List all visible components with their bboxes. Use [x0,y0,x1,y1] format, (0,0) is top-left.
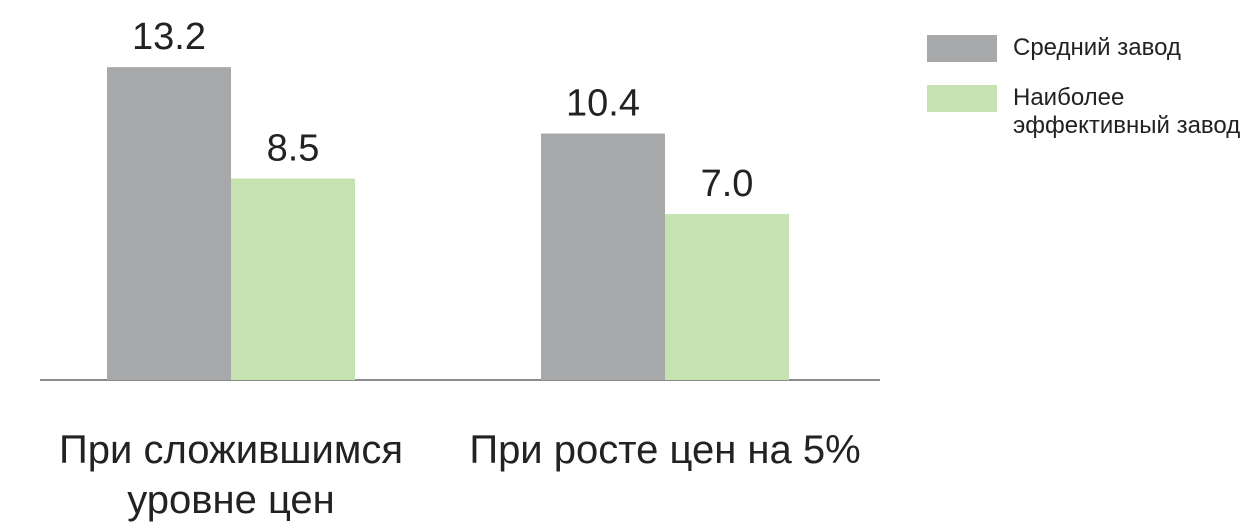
data-label: 8.5 [267,128,320,170]
legend-label: Наиболее эффективный завод [1013,84,1241,139]
data-label: 7.0 [701,163,754,205]
bar [231,178,355,380]
x-tick-label: При росте цен на 5% [469,428,861,472]
bar [541,133,665,380]
bar [665,214,789,380]
data-label: 13.2 [132,16,206,58]
legend-swatch [927,85,997,112]
data-label: 10.4 [566,83,640,125]
bar [107,67,231,380]
legend-swatch [927,35,997,62]
x-tick-label: При сложившимся уровне цен [59,428,403,522]
legend-label: Средний завод [1013,34,1181,61]
